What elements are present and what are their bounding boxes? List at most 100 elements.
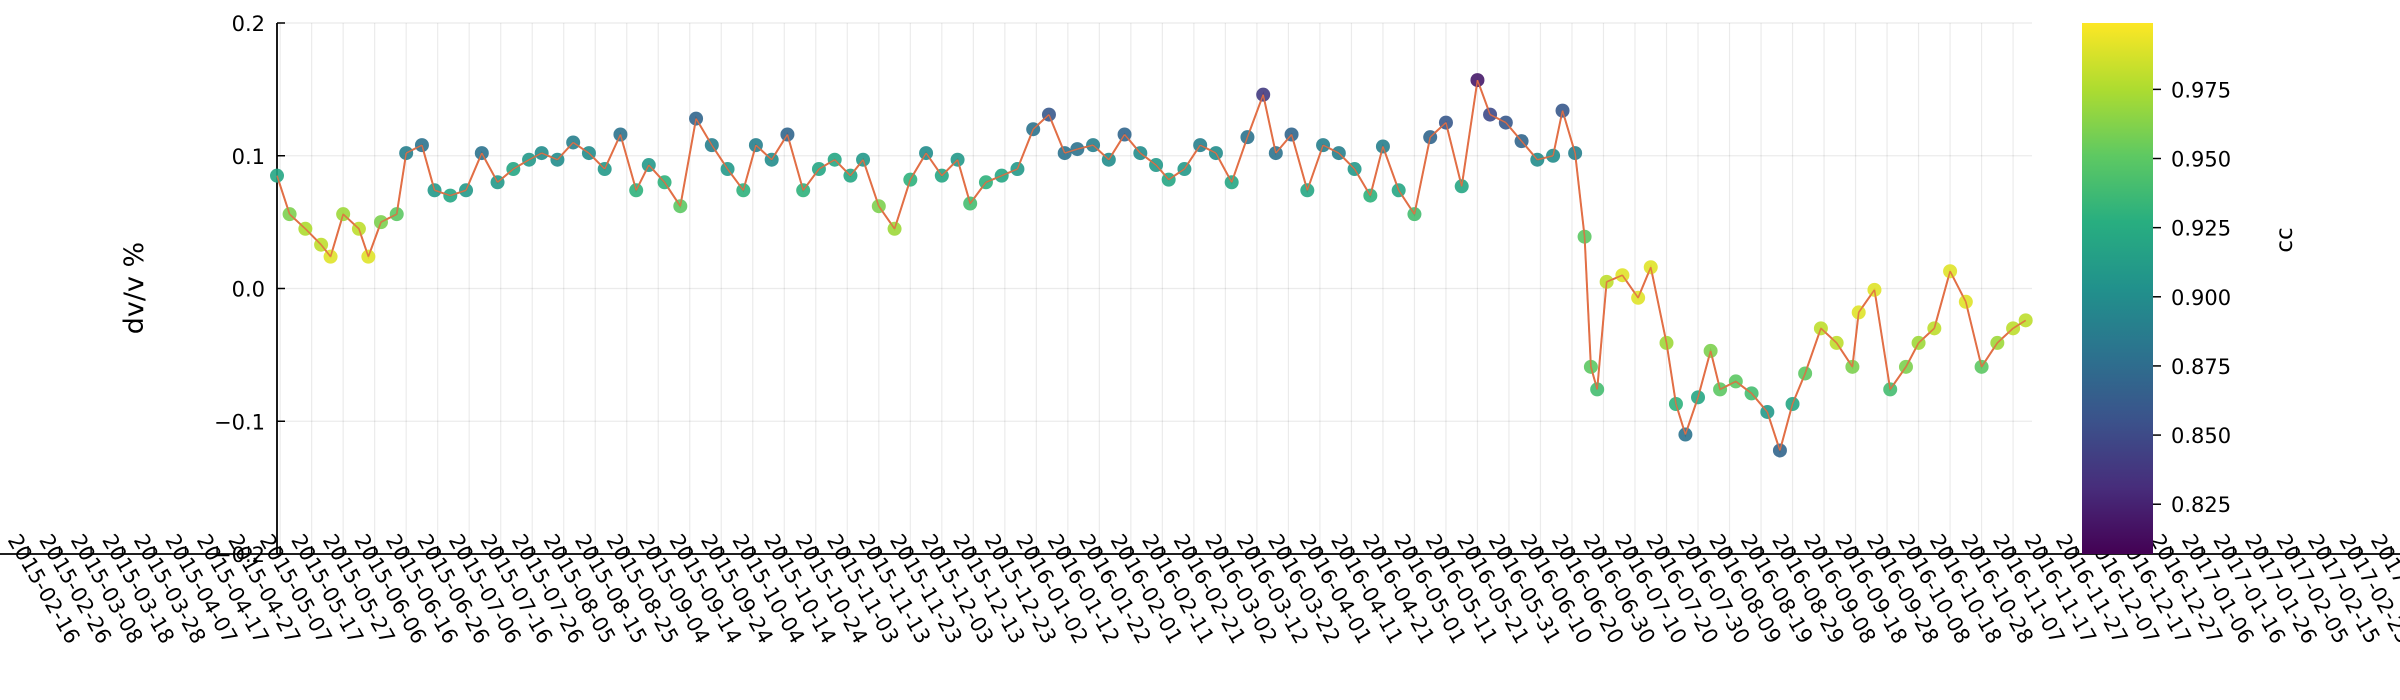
data-line-segment: [818, 159, 836, 170]
colorbar: [2082, 23, 2153, 554]
data-line-segment: [1719, 380, 1737, 391]
colorbar-tick-label: 0.875: [2171, 355, 2231, 379]
data-line-segment: [1262, 94, 1277, 154]
data-line-segment: [771, 134, 789, 161]
data-line-segment: [1637, 266, 1652, 299]
data-line-segment: [1001, 168, 1018, 177]
data-line-segment: [342, 213, 360, 230]
data-line-segment: [1382, 146, 1400, 191]
data-line: [276, 79, 2027, 454]
data-line-segment: [1353, 168, 1371, 196]
data-line-segment: [849, 159, 864, 177]
data-line-segment: [1369, 146, 1384, 196]
data-line-segment: [1215, 152, 1233, 183]
data-line-segment: [969, 181, 987, 204]
data-line-segment: [878, 205, 896, 230]
data-line-segment: [1199, 144, 1217, 154]
colorbar-tick-label: 0.850: [2171, 424, 2231, 448]
data-line-segment: [1820, 327, 1838, 344]
data-line-segment: [1836, 342, 1854, 368]
data-line-segment: [1552, 110, 1564, 156]
data-line-segment: [619, 134, 637, 191]
data-line-segment: [572, 141, 590, 154]
y-tick-label: 0.1: [232, 145, 265, 169]
data-line-segment: [497, 168, 514, 183]
data-line-segment: [541, 152, 558, 161]
data-line-segment: [588, 152, 606, 170]
data-line-segment: [1965, 301, 1983, 367]
data-line-segment: [1596, 281, 1608, 390]
data-line-segment: [1918, 327, 1935, 344]
data-line-segment: [1338, 152, 1356, 170]
data-line-segment: [711, 144, 729, 170]
data-line-segment: [1996, 327, 2014, 344]
y-axis-label: dv/v %: [119, 242, 150, 334]
data-line-segment: [1139, 152, 1157, 166]
data-line-segment: [1048, 114, 1066, 154]
data-line-segment: [1476, 79, 1491, 115]
y-tick-label: 0.2: [232, 12, 265, 36]
colorbar-tick-label: 0.950: [2171, 148, 2231, 172]
data-line-segment: [1155, 164, 1170, 181]
data-line-segment: [1905, 342, 1920, 368]
data-line-segment: [1766, 411, 1781, 451]
data-line-segment: [528, 152, 543, 161]
data-line-segment: [289, 213, 306, 230]
data-line-segment: [450, 189, 467, 197]
data-line-segment: [1398, 189, 1416, 215]
data-line-segment: [893, 179, 912, 229]
data-line-segment: [1064, 148, 1078, 154]
data-line-segment: [358, 228, 370, 257]
data-line-segment: [755, 144, 773, 161]
y-tick-label: 0.0: [232, 278, 265, 302]
colorbar-tick-label: 0.925: [2171, 217, 2231, 241]
data-line-segment: [635, 164, 650, 191]
data-line-segment: [663, 181, 681, 207]
data-line-segment: [320, 244, 332, 258]
data-line-segment: [1873, 289, 1891, 390]
colorbar-tick-label: 0.825: [2171, 493, 2231, 517]
data-line-segment: [1032, 114, 1050, 130]
data-line-segment: [1851, 312, 1860, 367]
data-line-segment: [1230, 136, 1249, 183]
data-line-segment: [742, 144, 757, 191]
data-line-segment: [1306, 144, 1324, 191]
data-line-segment: [1183, 144, 1201, 170]
data-line-segment: [941, 159, 959, 177]
data-line-segment: [304, 228, 322, 246]
data-line-segment: [862, 159, 880, 207]
data-line-segment: [802, 168, 820, 191]
data-line-segment: [985, 174, 1002, 183]
data-line-segment: [1980, 342, 1998, 368]
data-line-segment: [1779, 403, 1794, 451]
data-line-segment: [1460, 79, 1479, 187]
data-line-segment: [925, 152, 943, 177]
data-line-segment: [395, 152, 407, 215]
data-line-segment: [556, 141, 574, 161]
data-line-segment: [1246, 94, 1264, 138]
data-line-segment: [1583, 236, 1592, 367]
data-line-segment: [1709, 350, 1721, 390]
colorbar-tick-label: 0.975: [2171, 78, 2231, 102]
data-line-segment: [1621, 274, 1639, 299]
data-line-segment: [1751, 392, 1768, 413]
data-line-segment: [276, 175, 291, 215]
data-line-segment: [1429, 122, 1447, 138]
data-line-segment: [604, 134, 622, 170]
data-line-segment: [1505, 122, 1523, 142]
data-line-segment: [1537, 155, 1554, 161]
colorbar-tick-label: 0.900: [2171, 286, 2231, 310]
data-line-segment: [465, 152, 483, 191]
data-line-segment: [1108, 134, 1126, 161]
data-line-segment: [380, 213, 398, 223]
data-line-segment: [512, 159, 530, 170]
data-line-segment: [1650, 267, 1668, 344]
data-line-segment: [1949, 270, 1967, 303]
data-line-segment: [726, 168, 744, 191]
data-line-segment: [1858, 289, 1876, 313]
data-line-segment: [1933, 271, 1951, 329]
data-line-segment: [1675, 403, 1687, 435]
data-line-segment: [481, 152, 499, 183]
data-line-segment: [405, 144, 423, 154]
